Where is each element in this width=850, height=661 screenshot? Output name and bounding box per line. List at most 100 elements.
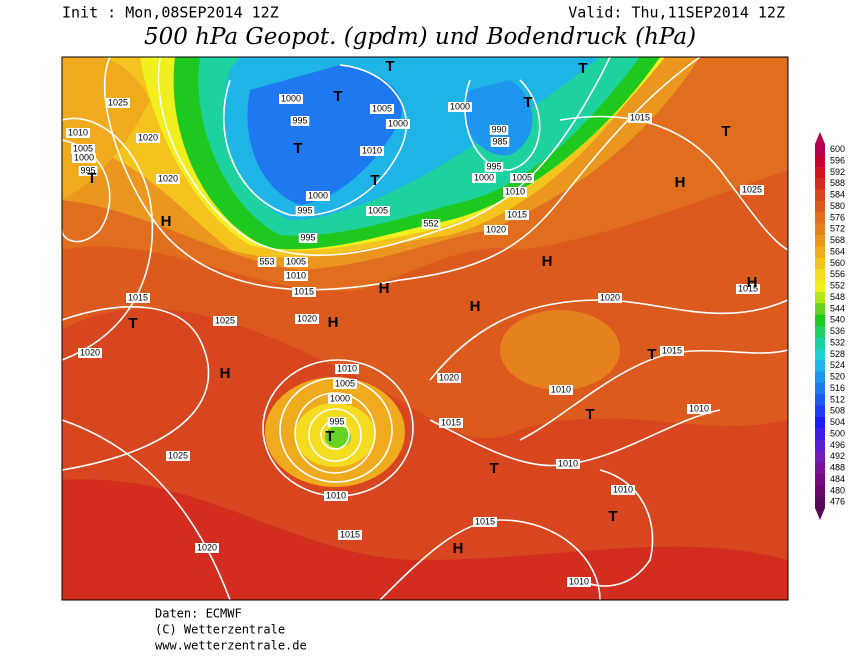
colorbar-label: 592 — [830, 167, 845, 177]
isobar-labels: 1025 1010 1020 1005 1000 995 1020 1000 995 1005 10… — [66, 93, 764, 587]
isobar-label: 1010 — [689, 403, 709, 413]
colorbar-label: 556 — [830, 269, 845, 279]
isobar-label: 1020 — [197, 542, 217, 552]
isobar-label-box — [306, 191, 330, 201]
isobar-label: 995 — [300, 232, 315, 242]
isobar-label: 1000 — [281, 93, 301, 103]
isobar-label-box — [489, 125, 509, 135]
isobar-label: 1010 — [286, 270, 306, 280]
isobar-label-box — [386, 119, 410, 129]
isobar-label-box — [736, 284, 760, 294]
isobar-label-box — [472, 173, 496, 183]
pressure-system: T — [578, 60, 587, 77]
colorbar-cell — [815, 348, 825, 361]
colorbar-cell — [815, 269, 825, 281]
colorbar-cell — [815, 382, 825, 395]
map — [62, 57, 788, 600]
colorbar-cell — [815, 417, 825, 429]
isobar-label-box — [740, 185, 764, 195]
colorbar-cell — [815, 428, 825, 441]
colorbar-label: 532 — [830, 337, 845, 347]
colorbar-cell — [815, 223, 825, 236]
isobar-label: 995 — [80, 165, 95, 175]
isobar-label-box — [136, 133, 160, 143]
isobar-label: 552 — [423, 218, 438, 228]
pressure-system: T — [585, 406, 594, 423]
credits: Daten: ECMWF (C) Wetterzentrale www.wetter… — [155, 607, 307, 653]
pressure-system: T — [647, 346, 656, 363]
colorbar-cell — [815, 462, 825, 475]
isobar-label-box — [284, 271, 308, 281]
colorbar-cell — [815, 496, 825, 509]
colorbar: 6005965925885845805765725685645605565525… — [815, 132, 845, 520]
isobar-label: 985 — [492, 136, 507, 146]
pressure-systems: T T T T T T T T T T T T T T H H H H H H H H H — [87, 58, 757, 557]
isobar-label: 1015 — [507, 209, 527, 219]
colorbar-label: 520 — [830, 372, 845, 382]
colorbar-label: 568 — [830, 235, 845, 245]
isobar-label-box — [257, 257, 277, 267]
isobar-label: 1005 — [512, 172, 532, 182]
colorbar-label: 480 — [830, 485, 845, 495]
isobar-label: 1020 — [138, 132, 158, 142]
init-label: Init : Mon,08SEP2014 12Z — [62, 4, 279, 22]
isobar-label-box — [505, 210, 529, 220]
colorbar-cell — [815, 200, 825, 213]
isobar-label: 1005 — [372, 103, 392, 113]
isobar-label-box — [156, 174, 180, 184]
isobar-label: 990 — [491, 124, 506, 134]
isobar-label-box — [335, 364, 359, 374]
colorbar-label: 484 — [830, 474, 845, 484]
colorbar-cell — [815, 303, 825, 316]
colorbar-label: 584 — [830, 190, 845, 200]
isobar-label-box — [279, 94, 303, 104]
isobar-label-box — [78, 166, 98, 176]
isobar-label: 1015 — [630, 112, 650, 122]
isobar-label: 1010 — [569, 576, 589, 586]
pressure-system: T — [87, 170, 96, 187]
pressure-system: T — [721, 123, 730, 140]
isobar-label: 1025 — [168, 450, 188, 460]
isobar-label: 1005 — [368, 205, 388, 215]
isobar-label-box — [490, 137, 510, 147]
isobar-label-box — [448, 102, 472, 112]
isobar-label: 995 — [292, 115, 307, 125]
isobar-label: 1015 — [738, 283, 758, 293]
pressure-system: H — [220, 365, 231, 382]
colorbar-cell — [815, 257, 825, 270]
isobar-label-box — [611, 485, 635, 495]
isobar-label: 1010 — [558, 458, 578, 468]
isobar-label: 995 — [329, 416, 344, 426]
isobar-label: 1000 — [330, 393, 350, 403]
colorbar-label: 580 — [830, 201, 845, 211]
pressure-system: T — [489, 460, 498, 477]
colorbar-label: 508 — [830, 406, 845, 416]
pressure-system: H — [470, 298, 481, 315]
colorbar-cell — [815, 485, 825, 498]
colorbar-label: 572 — [830, 224, 845, 234]
valid-label: Valid: Thu,11SEP2014 12Z — [568, 4, 785, 22]
isobar-label: 1025 — [108, 97, 128, 107]
pressure-system: T — [325, 428, 334, 445]
pressure-system: T — [608, 508, 617, 525]
credit-line: Daten: ECMWF — [155, 607, 242, 621]
isobar-label: 1020 — [486, 224, 506, 234]
isobar-label-box — [628, 113, 652, 123]
isobar-label: 1000 — [388, 118, 408, 128]
isobar-label-box — [598, 293, 622, 303]
isobar-label: 1000 — [474, 172, 494, 182]
pressure-system: T — [523, 94, 532, 111]
isobar-label-box — [126, 293, 150, 303]
isobar-label-box — [510, 173, 534, 183]
colorbar-label: 588 — [830, 178, 845, 188]
isobar-label-box — [503, 187, 527, 197]
colorbar-cell — [815, 144, 825, 156]
colorbar-cell — [815, 189, 825, 202]
colorbar-cell — [815, 439, 825, 452]
colorbar-cell — [815, 178, 825, 190]
isobar-label-box — [295, 206, 315, 216]
pressure-system: T — [385, 58, 394, 75]
isobar-label-box — [439, 418, 463, 428]
isobar-label-box — [556, 459, 580, 469]
